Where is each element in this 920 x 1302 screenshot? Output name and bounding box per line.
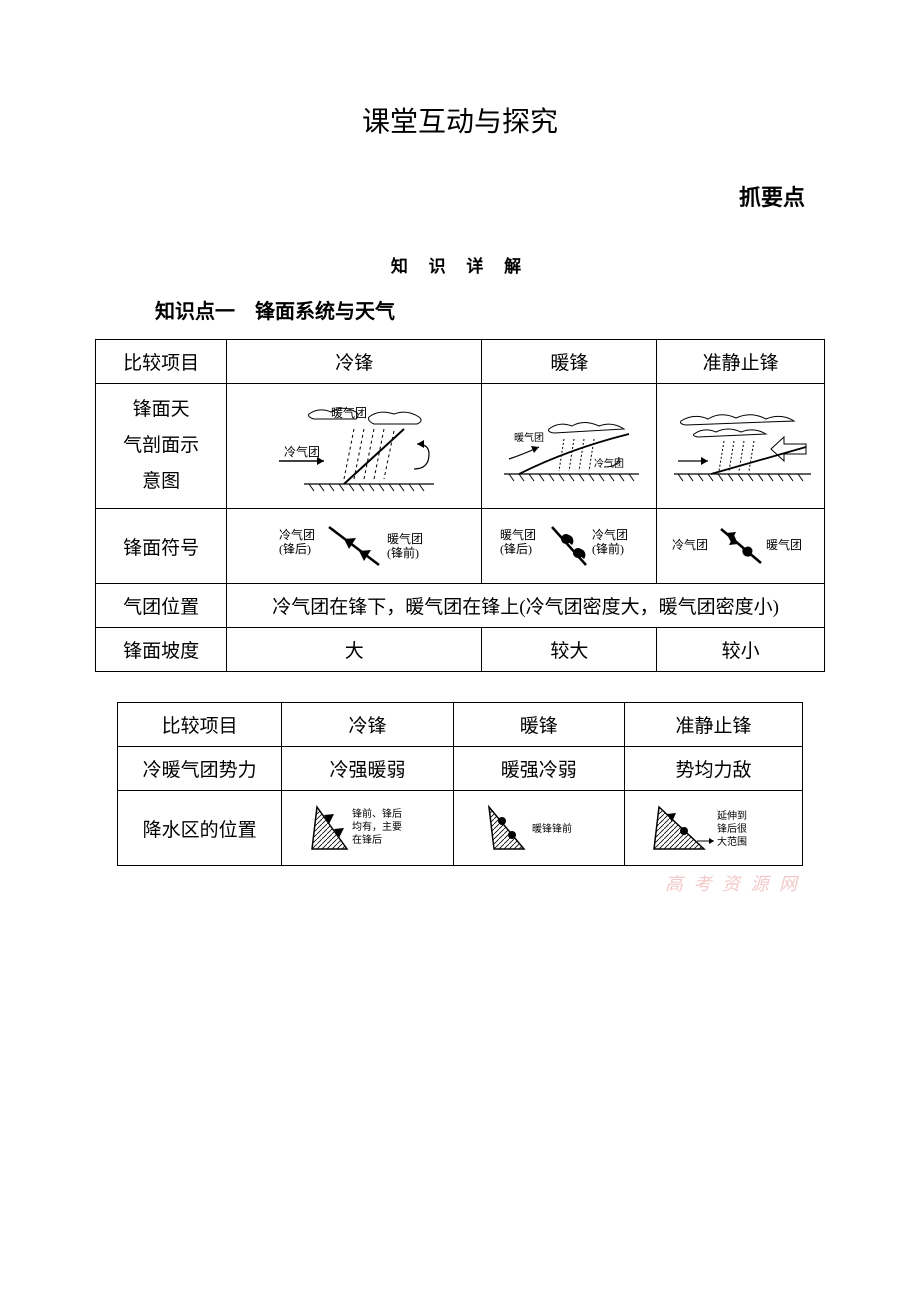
header-cold-2: 冷锋 xyxy=(282,703,453,747)
cold-mass-label: 冷气团 xyxy=(284,444,320,459)
svg-text:锋前、锋后: 锋前、锋后 xyxy=(352,807,402,820)
table-row: 降水区的位置 锋前、锋后 均有，主要 在锋后 暖锋锋前 xyxy=(117,791,802,866)
force-cold: 冷强暖弱 xyxy=(282,747,453,791)
position-label: 气团位置 xyxy=(96,584,227,628)
svg-text:延伸到: 延伸到 xyxy=(717,810,747,822)
svg-text:暖锋锋前: 暖锋锋前 xyxy=(532,822,572,835)
table-row: 锋面天气剖面示意图 xyxy=(96,384,825,509)
page-title: 课堂互动与探究 xyxy=(95,100,825,140)
slope-label: 锋面坡度 xyxy=(96,628,227,672)
svg-text:(锋后): (锋后) xyxy=(279,542,311,556)
table-row: 锋面符号 冷气团 (锋后) 暖气团 (锋前) 暖气团 (锋后) 冷气团 xyxy=(96,509,825,584)
header-static-2: 准静止锋 xyxy=(624,703,802,747)
force-static: 势均力敌 xyxy=(624,747,802,791)
warm-front-symbol: 暖气团 (锋后) 冷气团 (锋前) xyxy=(482,509,657,584)
header-compare: 比较项目 xyxy=(96,340,227,384)
precip-static: 延伸到 锋后很 大范围 xyxy=(624,791,802,866)
header-warm: 暖锋 xyxy=(482,340,657,384)
precip-cold: 锋前、锋后 均有，主要 在锋后 xyxy=(282,791,453,866)
stationary-front-symbol: 冷气团 暖气团 xyxy=(657,509,825,584)
watermark: 高 考 资 源 网 xyxy=(665,870,800,896)
knowledge-point: 知识点一 锋面系统与天气 xyxy=(95,295,825,324)
header-compare-2: 比较项目 xyxy=(117,703,281,747)
section-header: 知 识 详 解 xyxy=(95,252,825,277)
table-row: 锋面坡度 大 较大 较小 xyxy=(96,628,825,672)
svg-text:(锋前): (锋前) xyxy=(387,545,419,560)
force-label: 冷暖气团势力 xyxy=(117,747,281,791)
svg-text:(锋后): (锋后) xyxy=(500,542,532,556)
header-warm-2: 暖锋 xyxy=(453,703,624,747)
diagram-label: 锋面天气剖面示意图 xyxy=(96,384,227,509)
slope-cold: 大 xyxy=(227,628,482,672)
warm-mass-label: 暖气团 xyxy=(331,405,367,420)
cold-front-diagram: 暖气团 冷气团 xyxy=(227,384,482,509)
subtitle: 抓要点 xyxy=(95,180,825,212)
svg-text:均有，主要: 均有，主要 xyxy=(352,820,402,833)
svg-text:暖气团: 暖气团 xyxy=(387,531,423,546)
stationary-front-diagram xyxy=(657,384,825,509)
header-static: 准静止锋 xyxy=(657,340,825,384)
comparison-table-1: 比较项目 冷锋 暖锋 准静止锋 锋面天气剖面示意图 xyxy=(95,339,825,672)
svg-text:冷气团: 冷气团 xyxy=(279,527,315,542)
position-value: 冷气团在锋下，暖气团在锋上(冷气团密度大，暖气团密度小) xyxy=(227,584,825,628)
precip-warm: 暖锋锋前 xyxy=(453,791,624,866)
force-warm: 暖强冷弱 xyxy=(453,747,624,791)
precip-label: 降水区的位置 xyxy=(117,791,281,866)
warm-mass-label: 暖气团 xyxy=(514,431,544,444)
cold-front-symbol: 冷气团 (锋后) 暖气团 (锋前) xyxy=(227,509,482,584)
cold-mass-label: 冷气团 xyxy=(594,457,624,470)
svg-text:暖气团: 暖气团 xyxy=(500,527,536,542)
svg-text:在锋后: 在锋后 xyxy=(352,833,382,846)
table-row: 气团位置 冷气团在锋下，暖气团在锋上(冷气团密度大，暖气团密度小) xyxy=(96,584,825,628)
table-row: 比较项目 冷锋 暖锋 准静止锋 xyxy=(96,340,825,384)
svg-text:锋后很: 锋后很 xyxy=(717,822,747,835)
table-row: 冷暖气团势力 冷强暖弱 暖强冷弱 势均力敌 xyxy=(117,747,802,791)
slope-static: 较小 xyxy=(657,628,825,672)
comparison-table-2: 比较项目 冷锋 暖锋 准静止锋 冷暖气团势力 冷强暖弱 暖强冷弱 势均力敌 降水… xyxy=(117,702,803,866)
svg-text:冷气团: 冷气团 xyxy=(592,527,628,542)
header-cold: 冷锋 xyxy=(227,340,482,384)
svg-text:暖气团: 暖气团 xyxy=(766,537,802,552)
table-row: 比较项目 冷锋 暖锋 准静止锋 xyxy=(117,703,802,747)
slope-warm: 较大 xyxy=(482,628,657,672)
svg-text:大范围: 大范围 xyxy=(717,835,747,848)
warm-front-diagram: 暖气团 冷气团 xyxy=(482,384,657,509)
svg-text:冷气团: 冷气团 xyxy=(672,537,708,552)
symbol-label: 锋面符号 xyxy=(96,509,227,584)
svg-text:(锋前): (锋前) xyxy=(592,541,624,556)
